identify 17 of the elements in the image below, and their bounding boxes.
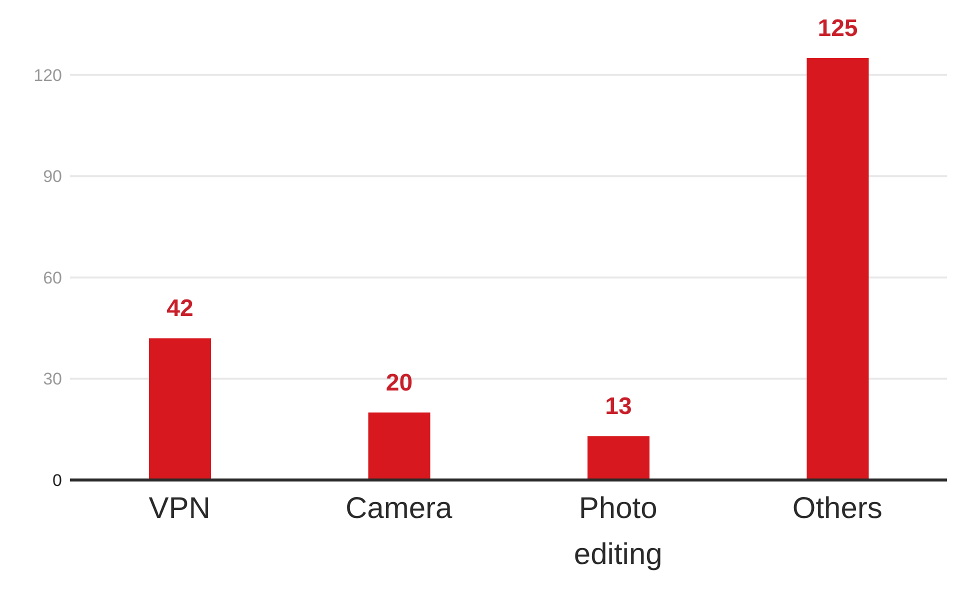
data-label: 13	[605, 393, 632, 420]
x-tick-label: Camera	[346, 492, 453, 525]
data-label: 20	[386, 369, 413, 396]
data-label: 42	[166, 295, 194, 322]
bar	[368, 412, 430, 480]
bar	[149, 338, 211, 480]
y-tick-label: 0	[52, 471, 62, 490]
y-tick-label: 90	[43, 167, 62, 186]
bar	[806, 58, 869, 480]
x-tick-label: Others	[792, 492, 882, 525]
bar	[588, 436, 650, 480]
y-tick-label: 120	[34, 66, 62, 85]
data-label: 125	[818, 15, 858, 42]
x-tick-label: Photo editing	[574, 492, 662, 571]
y-tick-label: 30	[43, 370, 62, 389]
y-tick-label: 60	[43, 268, 62, 288]
x-tick-label: VPN	[148, 492, 210, 525]
